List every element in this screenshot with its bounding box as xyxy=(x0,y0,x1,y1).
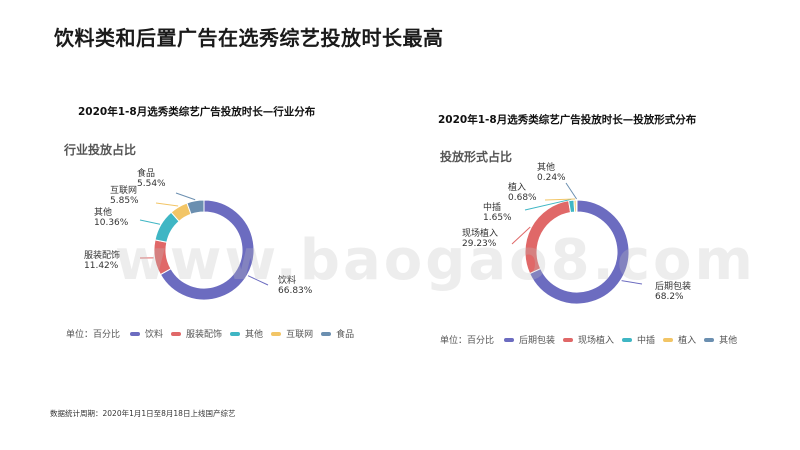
slice-category-label-4: 互联网 xyxy=(110,185,137,196)
legend-swatch xyxy=(663,337,674,342)
chart-1-title: 2020年1-8月选秀类综艺广告投放时长—行业分布 xyxy=(78,106,316,118)
legend-item-4: 互联网 xyxy=(271,327,313,340)
leader-line-3 xyxy=(524,198,572,211)
slice-value-label-4: 5.85% xyxy=(110,196,139,206)
slice-category-label-5: 食品 xyxy=(137,167,155,179)
legend-item-3: 中插 xyxy=(622,333,655,346)
slice-category-label-2: 现场植入 xyxy=(462,227,498,239)
slice-value-label-1: 68.2% xyxy=(655,292,684,302)
legend-label: 后期包装 xyxy=(519,336,556,346)
legend-item-1: 饮料 xyxy=(130,327,163,340)
legend-label: 饮料 xyxy=(145,330,164,340)
chart-1-subtitle: 行业投放占比 xyxy=(64,143,137,157)
slice-value-label-5: 5.54% xyxy=(137,179,166,189)
legend-swatch xyxy=(230,331,241,336)
legend-label: 中插 xyxy=(637,336,656,346)
legend-item-2: 现场植入 xyxy=(563,333,614,346)
leader-line-2 xyxy=(511,226,531,245)
legend-swatch xyxy=(171,331,182,336)
slice-value-label-3: 1.65% xyxy=(483,213,512,223)
chart-2-unit-label: 单位：百分比 xyxy=(440,336,495,346)
legend-label: 服装配饰 xyxy=(186,330,223,340)
slice-category-label-1: 后期包装 xyxy=(655,280,691,292)
slice-value-label-5: 0.24% xyxy=(537,173,566,183)
leader-line-1 xyxy=(621,280,643,285)
slice-category-label-4: 植入 xyxy=(508,181,526,193)
chart-2-subtitle: 投放形式占比 xyxy=(440,150,513,164)
leader-line-5 xyxy=(565,182,578,200)
slice-category-label-1: 饮料 xyxy=(278,274,296,286)
legend-item-4: 植入 xyxy=(663,333,696,346)
leader-line-3 xyxy=(139,219,161,225)
legend-swatch xyxy=(622,337,633,342)
slice-value-label-2: 11.42% xyxy=(84,261,119,271)
slice-value-label-3: 10.36% xyxy=(94,218,129,228)
slice-category-label-3: 中插 xyxy=(483,201,501,213)
leader-line-5 xyxy=(175,192,196,201)
chart-2-legend: 单位：百分比 后期包装 现场植入 中插 植入 其他 xyxy=(440,333,745,346)
legend-label: 植入 xyxy=(678,336,697,346)
legend-swatch xyxy=(704,337,715,342)
legend-item-5: 食品 xyxy=(321,327,354,340)
slice-category-label-5: 其他 xyxy=(537,161,555,173)
chart-1-legend: 单位：百分比 饮料 服装配饰 其他 互联网 食品 xyxy=(66,327,362,340)
legend-label: 互联网 xyxy=(286,330,314,340)
legend-label: 现场植入 xyxy=(578,336,615,346)
legend-label: 其他 xyxy=(245,330,264,340)
donut-slice-5 xyxy=(186,199,205,215)
legend-swatch xyxy=(563,337,574,342)
donut-slice-5 xyxy=(575,199,578,213)
legend-label: 其他 xyxy=(719,336,738,346)
slice-value-label-4: 0.68% xyxy=(508,193,537,203)
legend-item-3: 其他 xyxy=(230,327,263,340)
legend-swatch xyxy=(130,331,141,336)
legend-swatch xyxy=(504,337,515,342)
slice-value-label-2: 29.23% xyxy=(462,239,497,249)
legend-item-5: 其他 xyxy=(704,333,737,346)
leader-line-1 xyxy=(247,275,269,286)
slice-category-label-2: 服装配饰 xyxy=(84,249,120,261)
leader-line-4 xyxy=(544,198,576,201)
slice-value-label-1: 66.83% xyxy=(278,286,313,296)
donut-slice-2 xyxy=(524,200,572,275)
leader-line-4 xyxy=(155,202,179,207)
chart-1-unit-label: 单位：百分比 xyxy=(66,330,121,340)
legend-label: 食品 xyxy=(336,330,355,340)
slice-category-label-3: 其他 xyxy=(94,206,112,218)
donut-slice-1 xyxy=(529,199,630,305)
legend-swatch xyxy=(271,331,282,336)
legend-swatch xyxy=(321,331,332,336)
page-title: 饮料类和后置广告在选秀综艺投放时长最高 xyxy=(54,26,444,50)
chart-2-title: 2020年1-8月选秀类综艺广告投放时长—投放形式分布 xyxy=(438,114,697,126)
footnote: 数据统计周期：2020年1月1日至8月18日上线国产综艺 xyxy=(50,409,236,418)
legend-item-2: 服装配饰 xyxy=(171,327,222,340)
legend-item-1: 后期包装 xyxy=(504,333,555,346)
